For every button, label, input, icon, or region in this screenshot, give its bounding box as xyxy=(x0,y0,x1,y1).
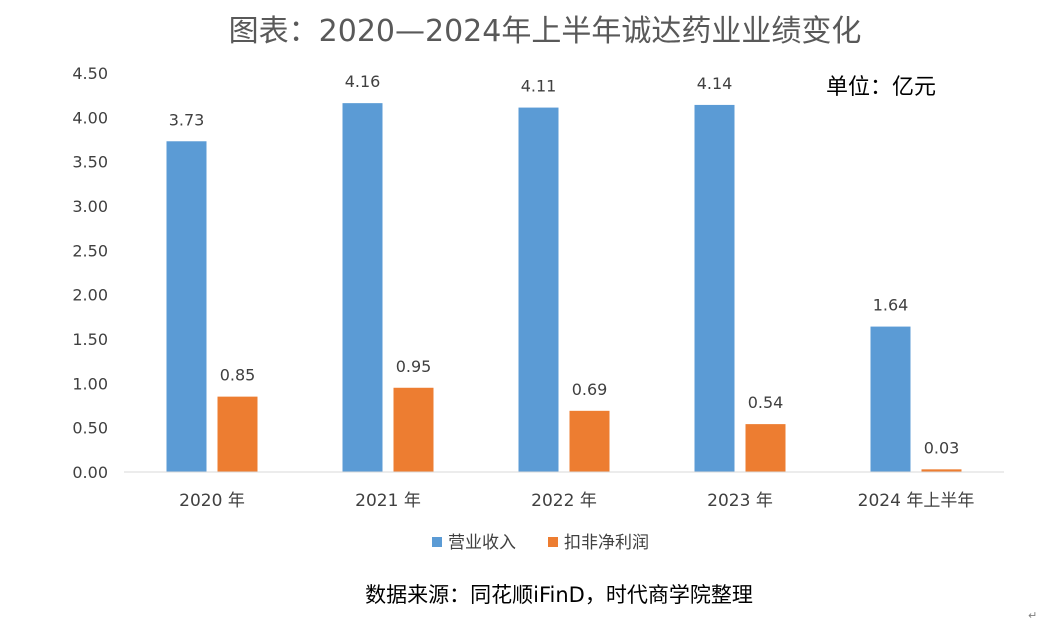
legend-swatch xyxy=(432,537,442,547)
paragraph-mark: ↵ xyxy=(1028,609,1037,622)
y-tick-label: 1.00 xyxy=(72,374,108,393)
bar-series-0-cat-1 xyxy=(342,103,383,472)
source-note: 数据来源：同花顺iFinD，时代商学院整理 xyxy=(365,583,753,607)
data-label: 4.14 xyxy=(697,74,733,93)
bar-series-0-cat-3 xyxy=(694,104,735,473)
x-tick-label: 2023 年 xyxy=(707,491,773,511)
data-label: 0.54 xyxy=(748,393,784,412)
unit-note: 单位：亿元 xyxy=(826,75,936,100)
legend-label: 营业收入 xyxy=(448,533,516,553)
legend: 营业收入 扣非净利润 xyxy=(432,533,649,553)
bar-series-1-cat-1 xyxy=(393,387,434,472)
y-tick-label: 2.50 xyxy=(72,241,108,260)
x-tick-label: 2024 年上半年 xyxy=(858,491,975,511)
bar-series-0-cat-2 xyxy=(518,107,559,472)
bar-series-1-cat-3 xyxy=(745,424,786,472)
data-label: 1.64 xyxy=(873,296,909,315)
bars xyxy=(166,103,962,473)
x-tick-label: 2020 年 xyxy=(179,491,245,511)
data-labels: 3.73 0.85 4.16 0.95 4.11 0.69 4.14 0.54 1.64 0.03 xyxy=(169,72,960,457)
x-axis: 2020 年 2021 年 2022 年 2023 年 2024 年上半年 xyxy=(179,491,974,511)
chart-title: 图表：2020—2024年上半年诚达药业业绩变化 xyxy=(229,14,862,49)
y-tick-label: 4.50 xyxy=(72,64,108,83)
y-tick-label: 1.50 xyxy=(72,330,108,349)
bar-series-0-cat-4 xyxy=(870,326,911,472)
x-tick-label: 2022 年 xyxy=(531,491,597,511)
y-tick-label: 0.00 xyxy=(72,463,108,482)
data-label: 3.73 xyxy=(169,110,205,129)
bar-series-1-cat-2 xyxy=(569,410,610,472)
data-label: 0.03 xyxy=(924,438,960,457)
y-tick-label: 3.50 xyxy=(72,153,108,172)
legend-label: 扣非净利润 xyxy=(564,533,649,553)
data-label: 4.16 xyxy=(345,72,381,91)
y-tick-label: 4.00 xyxy=(72,108,108,127)
legend-swatch xyxy=(548,537,558,547)
x-tick-label: 2021 年 xyxy=(355,491,421,511)
bar-series-1-cat-0 xyxy=(217,396,258,472)
y-axis: 0.00 0.50 1.00 1.50 2.00 2.50 3.00 3.50 4.00 4.50 xyxy=(72,64,108,482)
bar-series-0-cat-0 xyxy=(166,141,207,473)
data-label: 0.69 xyxy=(572,380,608,399)
data-label: 0.85 xyxy=(220,366,256,385)
data-label: 0.95 xyxy=(396,357,432,376)
y-tick-label: 3.00 xyxy=(72,197,108,216)
y-tick-label: 2.00 xyxy=(72,286,108,305)
y-tick-label: 0.50 xyxy=(72,419,108,438)
data-label: 4.11 xyxy=(521,77,557,96)
bar-series-1-cat-4 xyxy=(921,469,962,472)
